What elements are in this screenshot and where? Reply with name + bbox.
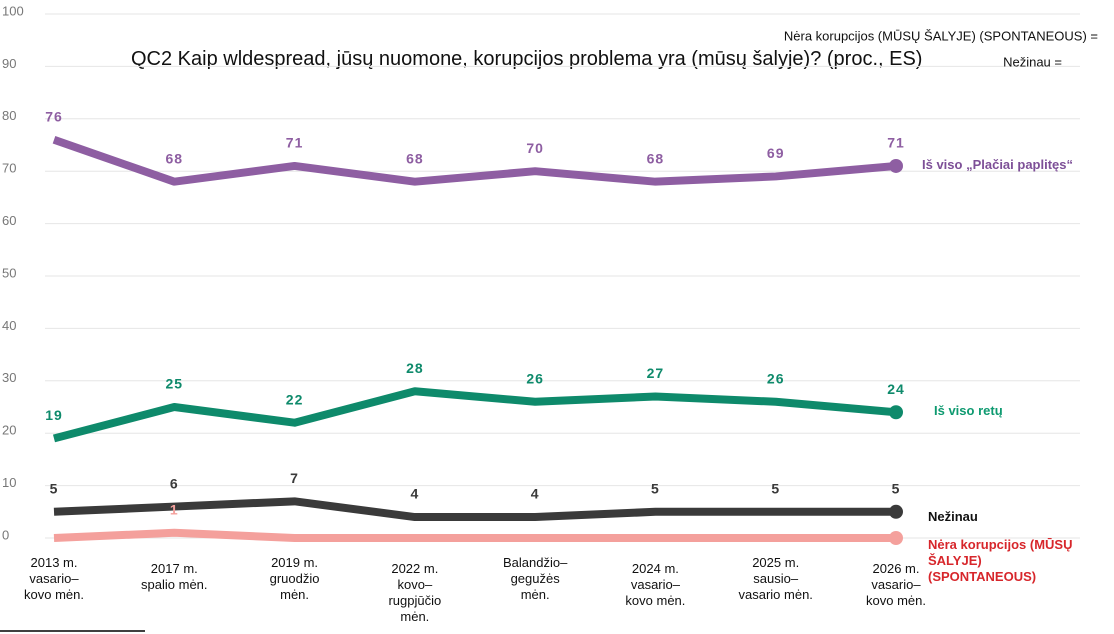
x-tick-label-box: 2017 m. spalio mėn. xyxy=(141,561,208,592)
series-line xyxy=(53,528,896,542)
data-label: 76 xyxy=(45,108,63,124)
data-label: 19 xyxy=(45,407,63,423)
data-label: 69 xyxy=(767,145,785,161)
x-tick-label: 2025 m. sausio–vasario mėn. xyxy=(738,555,813,602)
end-marker xyxy=(889,405,903,420)
data-label: 71 xyxy=(286,135,304,151)
legend-label: Iš viso retų xyxy=(934,403,1003,419)
data-label: 6 xyxy=(170,475,179,491)
data-label: 5 xyxy=(50,481,59,497)
data-label: 68 xyxy=(165,150,183,166)
data-label: 68 xyxy=(406,150,424,166)
data-label: 5 xyxy=(892,481,901,497)
x-tick-label: Balandžio–gegužės mėn. xyxy=(502,555,568,602)
data-label: 25 xyxy=(165,376,183,392)
x-tick-label-box: 2022 m. kovo–rugpjūčio mėn. xyxy=(388,561,442,624)
annotation: Nežinau = xyxy=(1003,54,1062,69)
data-label: 4 xyxy=(410,486,419,502)
end-marker xyxy=(889,504,903,519)
data-label: 5 xyxy=(651,481,660,497)
legend-label: Iš viso „Plačiai paplitęs“ xyxy=(922,156,1074,172)
data-label: 5 xyxy=(771,481,780,497)
x-tick-label: 2017 m. spalio mėn. xyxy=(141,561,208,592)
y-tick-label: 0 xyxy=(2,527,9,542)
x-tick-label: 2022 m. kovo–rugpjūčio mėn. xyxy=(388,561,442,624)
data-label: 7 xyxy=(290,470,299,486)
data-label: 68 xyxy=(647,150,665,166)
legend-label: Nežinau xyxy=(928,508,978,524)
legend-label: Nėra korupcijos (MŪSŲ ŠALYJE) (SPONTANEO… xyxy=(928,537,1073,584)
data-label: 4 xyxy=(531,486,540,502)
legend-label-box: Iš viso retų xyxy=(934,403,1003,419)
end-marker xyxy=(889,531,903,545)
x-tick-label: 2019 m. gruodžio mėn. xyxy=(269,555,320,602)
data-label: 24 xyxy=(887,381,905,397)
data-label: 27 xyxy=(647,365,665,381)
x-tick-label: 2013 m. vasario–kovo mėn. xyxy=(24,555,84,602)
data-label: 71 xyxy=(887,135,905,151)
data-label: 22 xyxy=(286,391,304,407)
y-tick-label: 90 xyxy=(2,56,16,71)
series-line xyxy=(52,387,897,443)
annotation: Nėra korupcijos (MŪSŲ ŠALYJE) (SPONTANEO… xyxy=(784,28,1098,43)
series-line xyxy=(52,135,897,186)
x-tick-label-box: 2019 m. gruodžio mėn. xyxy=(269,555,320,602)
legend-label-box: Iš viso „Plačiai paplitęs“ xyxy=(922,156,1074,172)
y-tick-label: 100 xyxy=(2,3,24,18)
data-label: 26 xyxy=(767,370,785,386)
legend-label-box: Nėra korupcijos (MŪSŲ ŠALYJE) (SPONTANEO… xyxy=(928,537,1073,584)
x-tick-label-box: 2025 m. sausio–vasario mėn. xyxy=(738,555,813,602)
data-label: 26 xyxy=(526,370,544,386)
y-tick-label: 20 xyxy=(2,423,16,438)
title-box: QC2 Kaip wldespread, jūsų nuomone, korup… xyxy=(131,48,923,70)
legend-label-box: Nežinau xyxy=(928,508,978,524)
end-marker xyxy=(889,158,903,173)
chart-title: QC2 Kaip wldespread, jūsų nuomone, korup… xyxy=(131,48,923,70)
data-label: 28 xyxy=(406,360,424,376)
series-line xyxy=(53,497,896,522)
y-tick-label: 30 xyxy=(2,370,16,385)
y-tick-label: 60 xyxy=(2,213,16,228)
x-tick-label-box: 2013 m. vasario–kovo mėn. xyxy=(24,555,84,602)
y-tick-label: 40 xyxy=(2,318,16,333)
data-label: 1 xyxy=(170,501,179,517)
x-tick-label-box: Balandžio–gegužės mėn. xyxy=(502,555,568,602)
x-tick-label: 2026 m. vasario–kovo mėn. xyxy=(866,561,926,608)
x-tick-label: 2024 m. vasario–kovo mėn. xyxy=(625,561,686,608)
y-tick-label: 80 xyxy=(2,108,16,123)
y-tick-label: 50 xyxy=(2,265,16,280)
x-tick-label-box: 2026 m. vasario–kovo mėn. xyxy=(866,561,926,608)
y-tick-label: 70 xyxy=(2,161,16,176)
x-tick-label-box: 2024 m. vasario–kovo mėn. xyxy=(625,561,686,608)
data-label: 70 xyxy=(526,140,544,156)
y-tick-label: 10 xyxy=(2,475,16,490)
